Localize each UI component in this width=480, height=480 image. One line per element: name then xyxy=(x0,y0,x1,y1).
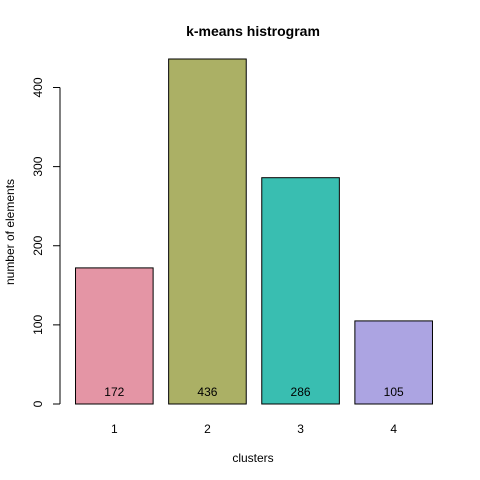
data-labels: 172 436 286 105 xyxy=(104,385,404,399)
bars xyxy=(75,58,433,405)
data-label: 105 xyxy=(384,385,404,399)
y-tick-label: 0 xyxy=(31,400,45,407)
y-axis-label: number of elements xyxy=(3,179,17,285)
bar-cluster-4 xyxy=(354,320,433,405)
bar-cluster-2 xyxy=(168,58,247,405)
bar-cluster-1 xyxy=(75,267,154,405)
y-axis: 0 100 200 300 400 xyxy=(31,77,61,407)
data-label: 286 xyxy=(291,385,311,399)
x-tick-label: 4 xyxy=(390,422,397,436)
y-tick-label: 100 xyxy=(31,315,45,335)
data-label: 436 xyxy=(197,385,217,399)
x-axis-label: clusters xyxy=(232,451,273,465)
x-tick-label: 3 xyxy=(297,422,304,436)
y-tick-label: 200 xyxy=(31,235,45,255)
chart-title: k-means histrogram xyxy=(186,23,320,39)
x-tick-labels: 1 2 3 4 xyxy=(111,422,397,436)
x-tick-label: 1 xyxy=(111,422,118,436)
bar-cluster-3 xyxy=(261,177,340,405)
y-tick-label: 300 xyxy=(31,156,45,176)
x-tick-label: 2 xyxy=(204,422,211,436)
data-label: 172 xyxy=(104,385,124,399)
y-tick-label: 400 xyxy=(31,77,45,97)
